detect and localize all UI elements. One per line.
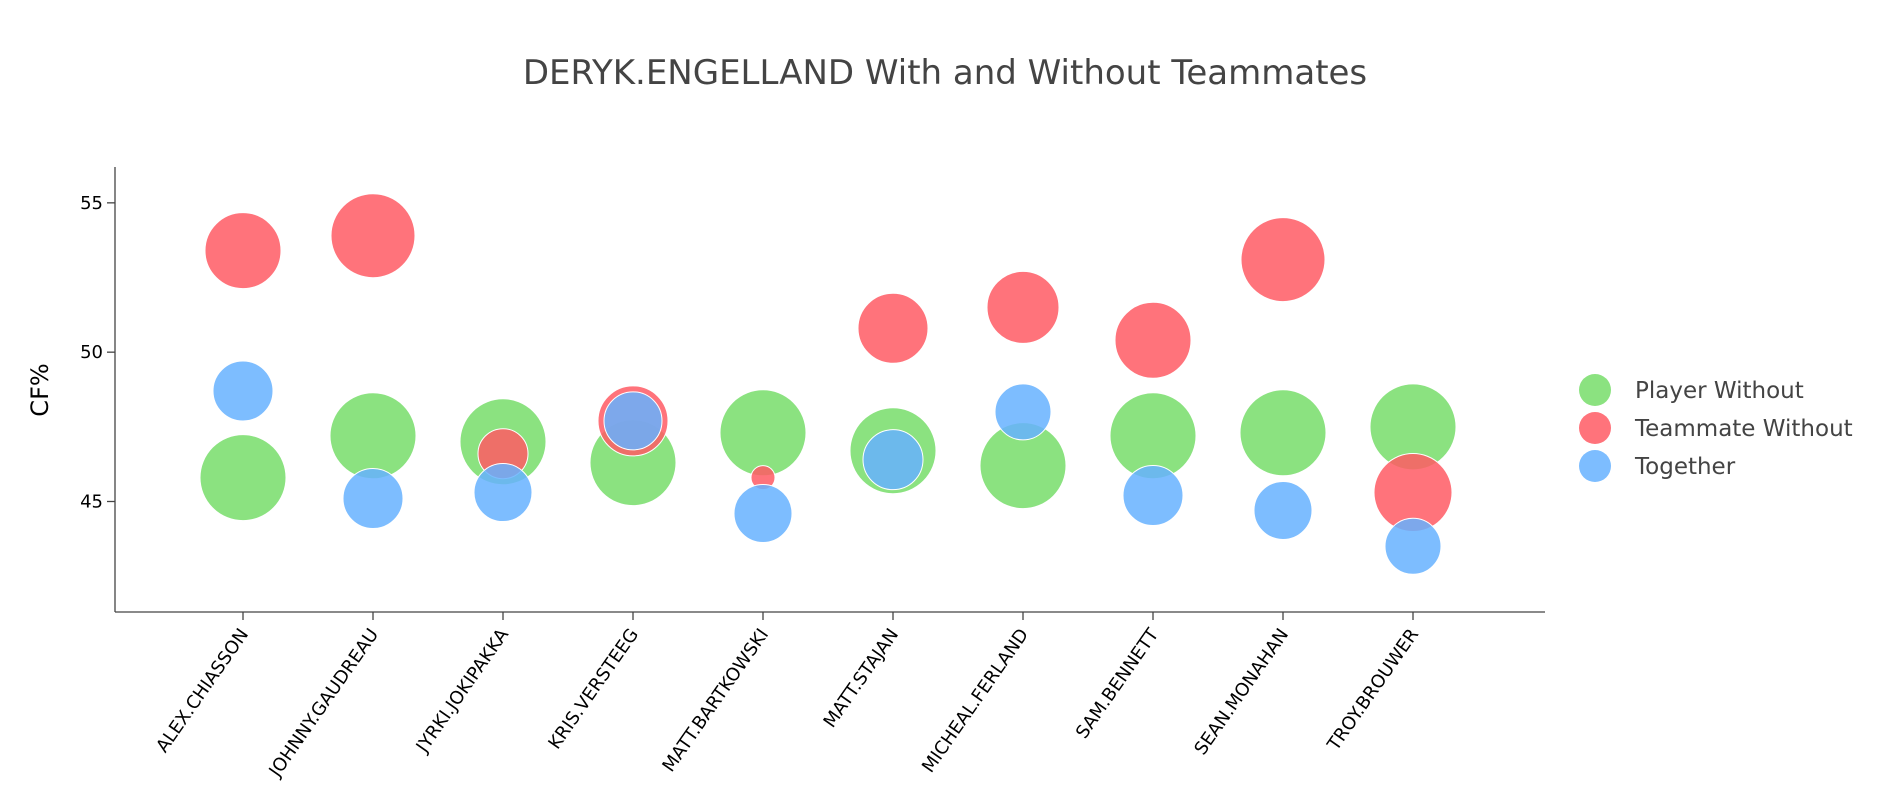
x-tick-label: MATT.STAJAN xyxy=(819,625,903,732)
teammate-without-bubble xyxy=(204,212,282,290)
player-without-legend-marker xyxy=(1579,374,1611,406)
y-tick-label: 45 xyxy=(80,491,103,512)
together-bubble xyxy=(212,360,274,422)
legend: Player Without Teammate Without Together xyxy=(1579,374,1853,482)
x-tick-label: JYRKI.JOKIPAKKA xyxy=(412,624,514,757)
together-bubble xyxy=(862,429,924,491)
teammate-without-bubble xyxy=(1114,301,1192,379)
player-without-bubble xyxy=(199,434,287,522)
together-bubble xyxy=(733,483,793,543)
x-tick-label: JOHNNY.GAUDREAU xyxy=(265,625,384,782)
legend-label: Player Without xyxy=(1635,378,1804,404)
x-tick-label: MICHEAL.FERLAND xyxy=(918,625,1033,777)
x-tick-label: SAM.BENNETT xyxy=(1072,624,1164,743)
legend-label: Teammate Without xyxy=(1634,416,1853,442)
y-ticks: 45 50 55 xyxy=(80,193,115,512)
chart-title: DERYK.ENGELLAND With and Without Teammat… xyxy=(523,53,1367,93)
x-tick-label: MATT.BARTKOWSKI xyxy=(658,625,773,776)
player-without-bubble xyxy=(329,392,417,480)
together-bubble xyxy=(473,463,533,523)
x-tick-label: SEAN.MONAHAN xyxy=(1190,625,1293,759)
x-ticks: ALEX.CHIASSON JOHNNY.GAUDREAU JYRKI.JOKIPA… xyxy=(152,612,1423,782)
together-bubble xyxy=(1253,480,1313,540)
y-tick-label: 50 xyxy=(80,342,103,363)
teammate-without-bubble xyxy=(330,193,416,279)
teammate-without-bubble xyxy=(1240,217,1326,303)
player-without-bubble xyxy=(719,389,807,477)
x-tick-label: ALEX.CHIASSON xyxy=(152,625,253,757)
x-tick-label: TROY.BROUWER xyxy=(1323,625,1423,756)
together-bubble xyxy=(994,383,1052,441)
teammate-without-bubble xyxy=(986,270,1060,344)
y-tick-label: 55 xyxy=(80,193,103,214)
together-bubble xyxy=(1122,465,1184,527)
legend-label: Together xyxy=(1634,454,1736,480)
teammate-without-bubble xyxy=(857,292,929,364)
together-legend-marker xyxy=(1579,450,1611,482)
together-bubble xyxy=(342,468,404,530)
together-bubble xyxy=(603,391,663,451)
player-without-bubble xyxy=(1239,389,1327,477)
x-tick-label: KRIS.VERSTEEG xyxy=(544,625,643,753)
teammate-without-legend-marker xyxy=(1579,412,1611,444)
y-axis-label: CF% xyxy=(26,363,54,416)
together-bubble xyxy=(1384,517,1442,575)
plot-area xyxy=(199,193,1457,575)
